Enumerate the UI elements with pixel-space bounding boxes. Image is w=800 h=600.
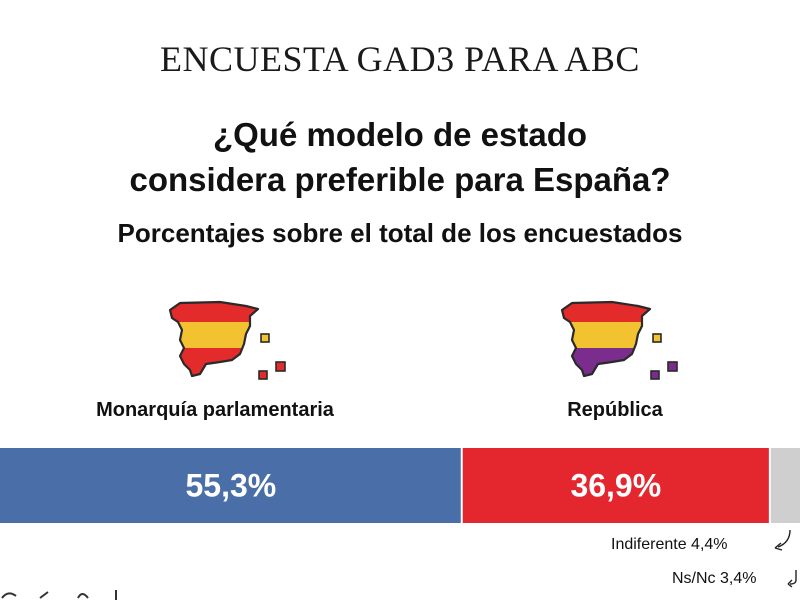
bar-segment-republic xyxy=(461,448,770,523)
island-icon xyxy=(650,370,660,380)
cropped-text-fragment xyxy=(1,590,117,600)
island-icon xyxy=(652,333,662,343)
question-line-2: considera preferible para España? xyxy=(129,161,671,198)
survey-header: ENCUESTA GAD3 PARA ABC xyxy=(160,39,640,79)
spain-map-republic-flag-icon xyxy=(560,300,678,380)
arrow-icon xyxy=(774,529,791,551)
arrow-icon xyxy=(787,570,797,588)
spain-map-monarchy-flag-icon xyxy=(168,300,286,380)
note-indifferent: Indiferente 4,4% xyxy=(611,536,728,553)
bar-segment-indifferent xyxy=(769,448,800,523)
island-icon xyxy=(258,370,268,380)
bar-value-label: 55,3% xyxy=(186,468,277,504)
option-label-monarchy: Monarquía parlamentaria xyxy=(96,399,334,421)
option-label-republic: República xyxy=(567,399,663,421)
stacked-bar-chart: 55,3% 36,9% xyxy=(0,448,800,523)
bar-value-label: 36,9% xyxy=(570,468,661,504)
flag-stripe-top xyxy=(170,302,258,322)
bar-segment-monarchy xyxy=(0,448,462,523)
island-icon xyxy=(260,333,270,343)
island-icon xyxy=(275,361,286,372)
note-nsnc: Ns/Nc 3,4% xyxy=(672,570,757,587)
question-line-1: ¿Qué modelo de estado xyxy=(212,116,588,153)
island-icon xyxy=(667,361,678,372)
flag-stripe-top xyxy=(562,302,650,322)
chart-question: ¿Qué modelo de estado considera preferib… xyxy=(0,112,800,202)
chart-subtitle: Porcentajes sobre el total de los encues… xyxy=(117,218,683,248)
